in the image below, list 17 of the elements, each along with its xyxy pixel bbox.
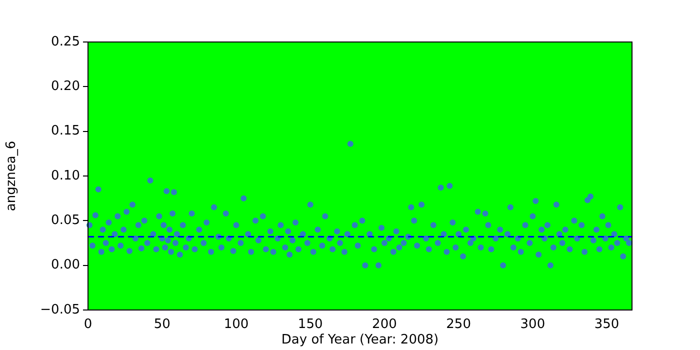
y-tick-label: 0.10 xyxy=(51,168,80,184)
x-tick-label: 0 xyxy=(84,316,92,332)
x-tick-label: 300 xyxy=(520,316,546,332)
y-tick-label: 0.00 xyxy=(51,258,80,273)
x-tick-label: 150 xyxy=(298,316,323,332)
y-tick-label: 0.25 xyxy=(51,34,80,50)
y-axis-title: angznea_6 xyxy=(4,140,20,212)
x-axis-title: Day of Year (Year: 2008) xyxy=(281,332,439,348)
y-tick-label: 0.05 xyxy=(51,213,80,228)
x-tick-label: 50 xyxy=(154,316,170,332)
x-tick-label: 200 xyxy=(372,316,397,332)
y-tick-label: −0.05 xyxy=(40,302,80,318)
x-tick-label: 250 xyxy=(446,316,471,332)
x-tick-label: 350 xyxy=(594,316,620,332)
y-tick-label: 0.15 xyxy=(51,124,80,139)
x-tick-label: 100 xyxy=(224,316,249,332)
y-tick-label: 0.20 xyxy=(51,79,80,94)
